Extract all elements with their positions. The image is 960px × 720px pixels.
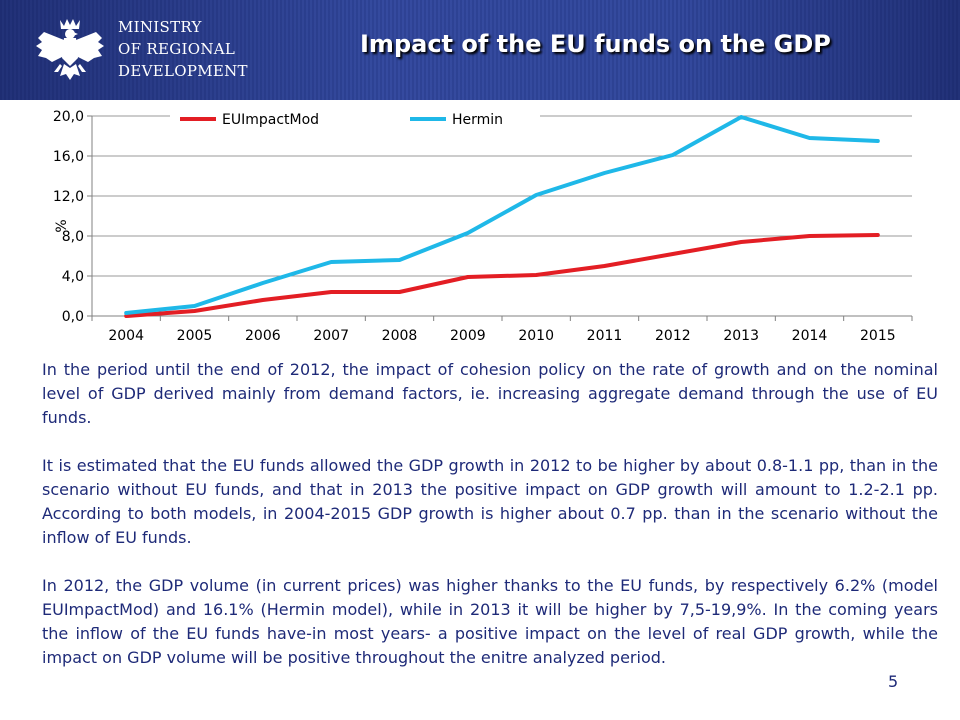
x-tick-label: 2014: [792, 328, 828, 344]
chart-grid: [92, 115, 912, 277]
x-tick-label: 2011: [587, 328, 623, 344]
page-number: 5: [888, 672, 899, 691]
y-tick-label: 12,0: [53, 189, 84, 205]
y-tick-label: 8,0: [62, 229, 84, 245]
ministry-line-1: MINISTRY: [118, 18, 202, 36]
legend-background: [170, 108, 540, 130]
ministry-line-2: OF REGIONAL: [118, 40, 236, 58]
white-eagle-icon: [36, 19, 104, 80]
y-tick-label: 20,0: [53, 109, 84, 125]
chart-legend: EUImpactMod Hermin: [170, 108, 540, 130]
chart-series: [124, 115, 880, 318]
paragraph-3: In 2012, the GDP volume (in current pric…: [42, 576, 938, 667]
x-tick-label: 2015: [860, 328, 896, 344]
paragraph-1: In the period until the end of 2012, the…: [42, 360, 938, 427]
x-tick-label: 2006: [245, 328, 281, 344]
x-tick-label: 2013: [723, 328, 759, 344]
y-tick-label: 4,0: [62, 269, 84, 285]
x-tick-label: 2007: [313, 328, 349, 344]
x-tick-label: 2004: [108, 328, 144, 344]
x-tick-label: 2008: [382, 328, 418, 344]
slide-title: Impact of the EU funds on the GDP: [360, 30, 831, 58]
x-tick-label: 2005: [177, 328, 213, 344]
gdp-impact-line-chart: 0,0 4,0 8,0 12,0 16,0 20,0 2004 2005 2006 2007 200…: [53, 108, 913, 344]
paragraph-2: It is estimated that the EU funds allowe…: [42, 456, 938, 547]
legend-label-euimpactmod: EUImpactMod: [222, 112, 319, 128]
legend-label-hermin: Hermin: [452, 112, 503, 128]
chart-axes: 0,0 4,0 8,0 12,0 16,0 20,0 2004 2005 2006 2007 200…: [53, 109, 913, 344]
series-line-hermin: [124, 115, 880, 315]
series-line-euimpactmod: [124, 233, 880, 318]
x-tick-label: 2010: [518, 328, 554, 344]
y-axis-label: %: [54, 219, 70, 232]
header-banner: MINISTRY OF REGIONAL DEVELOPMENT Impact …: [0, 0, 960, 100]
ministry-name: MINISTRY OF REGIONAL DEVELOPMENT: [118, 16, 248, 82]
x-tick-label: 2009: [450, 328, 486, 344]
x-tick-label: 2012: [655, 328, 691, 344]
ministry-line-3: DEVELOPMENT: [118, 62, 248, 80]
y-tick-label: 0,0: [62, 309, 84, 325]
y-tick-label: 16,0: [53, 149, 84, 165]
